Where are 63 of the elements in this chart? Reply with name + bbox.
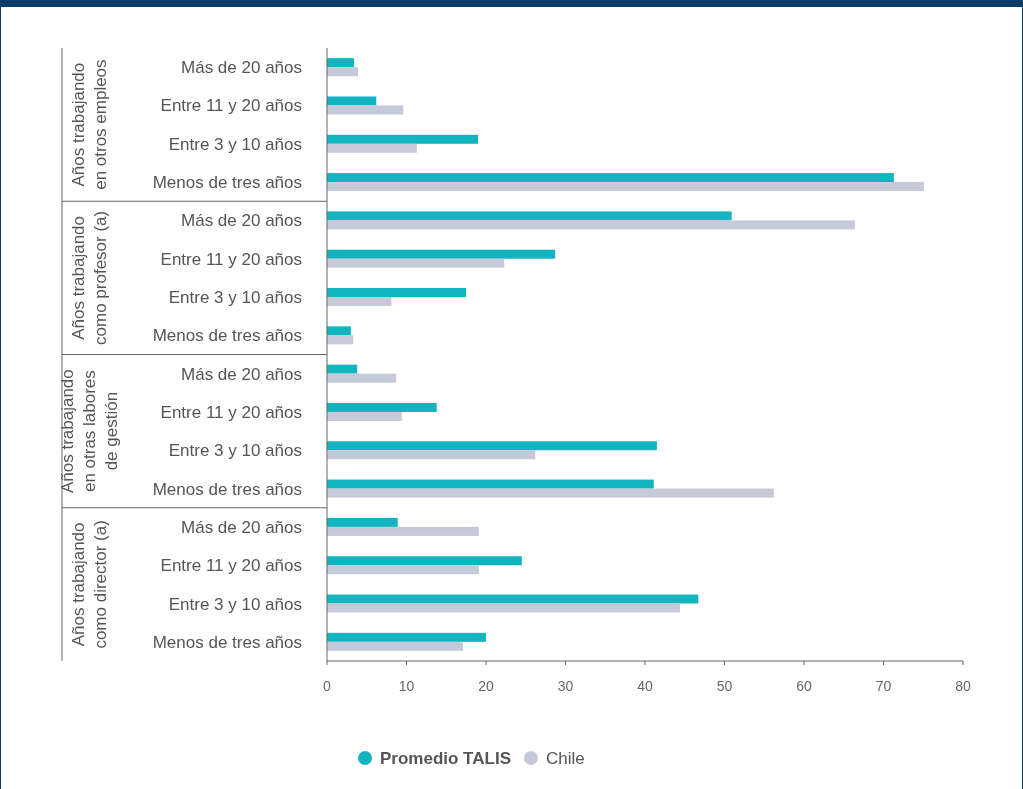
bar (327, 326, 351, 336)
bar (327, 182, 925, 192)
y-tick-label: Entre 3 y 10 años (168, 288, 302, 308)
text: Años trabajando en otras labores de gestión (58, 369, 121, 494)
legend-label: Promedio TALIS (380, 749, 511, 768)
x-tick-label: 20 (478, 678, 494, 694)
x-tick-label: 80 (955, 678, 971, 694)
bar (327, 173, 894, 183)
bar (327, 288, 467, 298)
bar (327, 105, 404, 115)
bar (327, 603, 680, 613)
bar (327, 488, 774, 498)
bar (327, 58, 355, 68)
bar (327, 249, 556, 259)
y-tick-label: Más de 20 años (181, 517, 302, 537)
bar (327, 364, 358, 374)
bar (327, 211, 732, 221)
y-tick-label: Entre 11 y 20 años (160, 556, 302, 576)
bar (327, 96, 377, 106)
bar (327, 641, 463, 651)
bar (327, 565, 479, 575)
text: Años trabajando como profesor (a) (69, 210, 110, 345)
legend-label: Chile (546, 749, 585, 768)
x-tick-label: 40 (637, 678, 653, 694)
bar (327, 258, 505, 268)
x-tick-label: 70 (875, 678, 892, 694)
x-tick-label: 60 (796, 678, 812, 694)
bar (327, 526, 479, 536)
bar (327, 441, 657, 451)
bar (327, 67, 359, 77)
y-tick-label: Menos de tres años (152, 173, 302, 193)
bar (327, 134, 479, 144)
bar (327, 373, 397, 383)
bar (327, 594, 699, 604)
text: Años trabajando como director (a) (69, 520, 110, 649)
bar (327, 335, 354, 345)
y-tick-label: Menos de tres años (152, 479, 302, 499)
bar (327, 411, 402, 421)
y-tick-label: Más de 20 años (181, 364, 302, 384)
bar (327, 450, 536, 460)
y-tick-label: Entre 11 y 20 años (160, 402, 302, 422)
x-tick-label: 10 (398, 678, 415, 694)
y-tick-label: Más de 20 años (181, 211, 302, 231)
x-tick-label: 0 (323, 678, 332, 694)
x-tick-label: 30 (557, 678, 574, 694)
y-tick-label: Entre 3 y 10 años (168, 441, 302, 461)
y-tick-label: Entre 3 y 10 años (168, 134, 302, 154)
bar (327, 479, 654, 489)
y-tick-label: Entre 3 y 10 años (168, 594, 302, 614)
bar (327, 517, 398, 527)
bar (327, 556, 522, 566)
y-tick-label: Más de 20 años (181, 58, 302, 78)
y-tick-label: Menos de tres años (152, 632, 302, 652)
x-tick-label: 50 (716, 678, 733, 694)
y-tick-label: Entre 11 y 20 años (160, 249, 302, 269)
bar (327, 402, 437, 412)
bar (327, 143, 417, 153)
bar (327, 220, 855, 230)
bar (327, 632, 486, 642)
y-tick-label: Entre 11 y 20 años (160, 96, 302, 116)
text: Años trabajando en otros empleos (69, 59, 110, 190)
y-tick-label: Menos de tres años (152, 326, 302, 346)
bar (327, 297, 392, 307)
